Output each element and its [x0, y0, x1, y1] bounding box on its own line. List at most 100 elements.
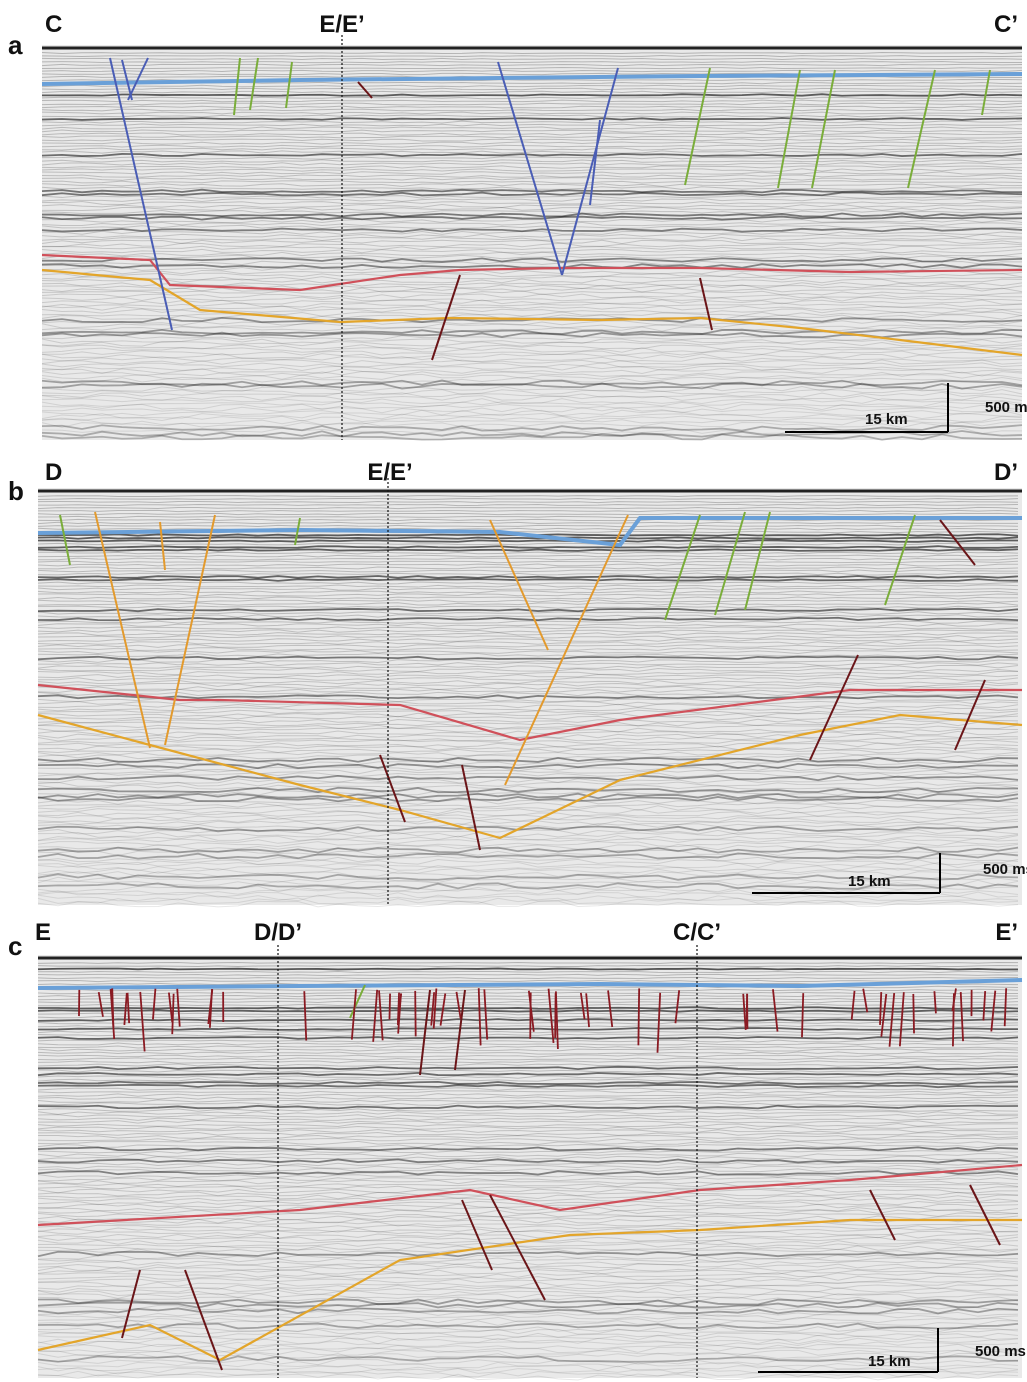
fault: [772, 989, 779, 1032]
reflector: [41, 132, 1023, 136]
reflector: [37, 1012, 1019, 1016]
reflector: [41, 168, 1023, 172]
reflector: [37, 1364, 1019, 1372]
reflector: [37, 512, 1019, 516]
reflector: [41, 353, 1023, 359]
reflector: [37, 1087, 1019, 1091]
reflector: [37, 1284, 1019, 1290]
reflector: [41, 385, 1023, 392]
reflector: [41, 260, 1023, 266]
reflector: [37, 1015, 1019, 1019]
reflector: [37, 670, 1019, 676]
reflector: [41, 186, 1023, 190]
fault: [607, 990, 614, 1028]
reflector: [37, 1206, 1019, 1212]
reflector: [37, 581, 1019, 585]
panel-background: [38, 488, 1022, 905]
profile-end: E’: [995, 919, 1018, 946]
reflector: [41, 359, 1023, 365]
reflector: [41, 427, 1023, 435]
horizon-blue: [37, 978, 1023, 990]
fault: [350, 989, 357, 1040]
reflector: [41, 162, 1023, 166]
reflector: [37, 961, 1019, 965]
reflector: [37, 694, 1019, 700]
fault: [982, 990, 987, 1021]
reflector: [41, 60, 1023, 64]
fault: [504, 514, 629, 786]
reflector: [37, 673, 1019, 679]
reflector: [37, 1305, 1019, 1312]
reflector: [41, 117, 1023, 121]
fault: [714, 511, 746, 616]
fault: [497, 61, 563, 276]
reflector: [41, 400, 1023, 408]
reflector: [37, 727, 1019, 733]
reflector: [37, 1296, 1019, 1302]
reflector: [37, 790, 1019, 796]
fault: [656, 992, 662, 1053]
reflector: [37, 879, 1019, 887]
reflector: [37, 1200, 1019, 1206]
reflector: [37, 539, 1019, 543]
fault: [208, 988, 213, 1028]
reflector: [37, 786, 1019, 794]
reflector: [37, 1272, 1019, 1278]
reflector: [37, 1102, 1019, 1106]
reflector: [37, 1179, 1019, 1185]
reflector: [41, 224, 1023, 229]
reflector: [37, 861, 1019, 869]
reflector: [37, 632, 1019, 636]
seismic-panel: [37, 945, 1023, 1381]
reflector: [41, 335, 1023, 341]
reflector: [41, 287, 1023, 293]
reflector: [37, 837, 1019, 844]
fault: [809, 654, 859, 761]
reflector: [37, 1111, 1019, 1115]
reflector: [41, 96, 1023, 100]
reflector: [37, 792, 1019, 800]
fault: [981, 69, 991, 116]
reflector: [37, 762, 1019, 770]
fault: [912, 993, 915, 1034]
fault: [674, 990, 681, 1024]
reflector: [37, 560, 1019, 564]
reflector: [41, 257, 1023, 263]
fault: [439, 993, 447, 1026]
reflector: [41, 368, 1023, 375]
reflector: [37, 1063, 1019, 1067]
fault: [477, 988, 482, 1046]
fault: [969, 1184, 1001, 1246]
fault: [94, 511, 151, 749]
horizon-orange: [37, 713, 1023, 840]
profile-start: C: [45, 11, 62, 38]
fault: [951, 988, 957, 1012]
fault: [152, 988, 157, 1020]
reflector: [37, 1275, 1019, 1281]
reflector: [41, 251, 1023, 257]
reflector: [37, 1173, 1019, 1179]
reflector: [37, 629, 1019, 633]
reflector: [37, 1221, 1019, 1227]
reflector: [37, 495, 1019, 498]
reflector: [37, 682, 1019, 688]
reflector: [37, 691, 1019, 697]
profile-end: D’: [994, 459, 1018, 486]
fault: [294, 517, 301, 546]
reflector: [37, 1003, 1019, 1007]
reflector: [41, 108, 1023, 112]
reflector: [41, 302, 1023, 308]
profile-start: E: [35, 919, 51, 946]
reflector: [41, 344, 1023, 350]
reflector: [41, 201, 1023, 205]
reflector: [41, 87, 1023, 91]
reflector: [37, 808, 1019, 814]
fault: [461, 764, 481, 851]
reflector: [37, 554, 1019, 558]
reflector: [37, 644, 1019, 648]
reflector: [37, 864, 1019, 872]
reflector: [41, 350, 1023, 356]
reflector: [37, 620, 1019, 624]
reflector: [37, 1114, 1019, 1118]
reflector: [37, 778, 1019, 784]
